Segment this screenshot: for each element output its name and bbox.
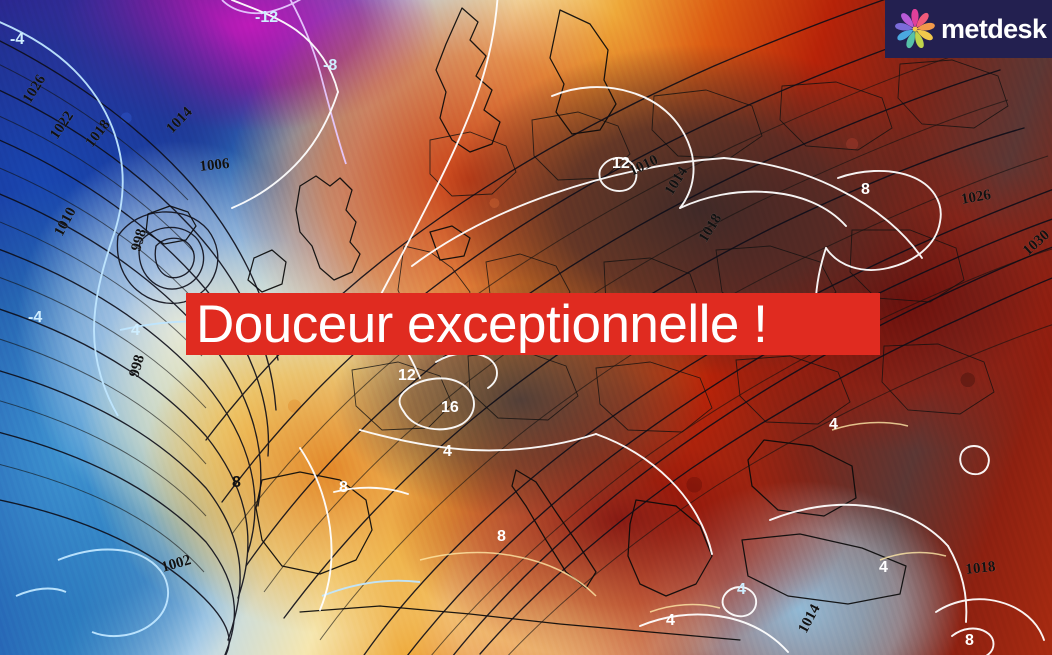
logo-petal <box>901 13 914 28</box>
headline-text: Douceur exceptionnelle ! <box>196 294 768 354</box>
temperature-label: 4 <box>443 443 452 460</box>
isobar-label: 998 <box>126 353 148 379</box>
isobar-label: 1002 <box>160 552 193 576</box>
temperature-label: 4 <box>829 416 838 433</box>
temperature-labels: -12 -8 -4 -4 4 12 12 16 4 8 8 8 4 4 4 8 8 4 <box>10 9 974 649</box>
temperature-label: -8 <box>323 57 337 74</box>
isobar-label: 1018 <box>965 559 997 578</box>
logo-petal <box>906 30 915 49</box>
isobar-label: 1018 <box>696 211 725 245</box>
metdesk-logo-badge[interactable]: metdesk <box>885 0 1052 58</box>
isobar-label: 1026 <box>960 187 993 208</box>
temperature-label: 8 <box>232 474 241 491</box>
headline-banner: Douceur exceptionnelle ! <box>186 293 880 355</box>
isobar-label: 1018 <box>83 117 114 150</box>
logo-petal <box>916 12 929 28</box>
temperature-label: -4 <box>28 309 42 326</box>
logo-petal <box>911 9 919 28</box>
pinwheel-logo-icon <box>895 9 935 49</box>
isobar-label: 998 <box>128 227 150 253</box>
temperature-label: -4 <box>10 31 24 48</box>
temperature-label: 8 <box>861 181 870 198</box>
isobar-label: 1014 <box>795 601 823 635</box>
isobar-label: 1026 <box>20 72 50 106</box>
isobar-label: 1010 <box>51 205 79 239</box>
isobar-label: 1014 <box>163 104 196 137</box>
logo-petal <box>897 29 914 41</box>
temperature-label: 8 <box>497 528 506 545</box>
logo-petal <box>916 22 935 31</box>
logo-petal <box>915 30 924 48</box>
isobar-label: 1014 <box>662 164 692 198</box>
isobar-label: 1030 <box>1020 227 1052 259</box>
temperature-label: 16 <box>441 399 459 416</box>
temperature-label: 12 <box>398 367 416 384</box>
temperature-label: 12 <box>612 155 630 172</box>
temperature-label: 8 <box>965 632 974 649</box>
temperature-label: 4 <box>666 612 675 629</box>
logo-petal <box>895 23 914 31</box>
temperature-label: -12 <box>255 9 278 26</box>
isobar-label: 1006 <box>199 156 231 175</box>
isobar-label: 1010 <box>627 152 661 180</box>
metdesk-wordmark: metdesk <box>941 13 1047 44</box>
logo-petal <box>916 29 933 41</box>
isobar-label: 1022 <box>47 108 77 142</box>
temperature-label: 4 <box>131 322 140 339</box>
temperature-label: 8 <box>339 479 348 496</box>
temperature-label: 4 <box>879 559 888 576</box>
temperature-label: 4 <box>737 581 746 598</box>
